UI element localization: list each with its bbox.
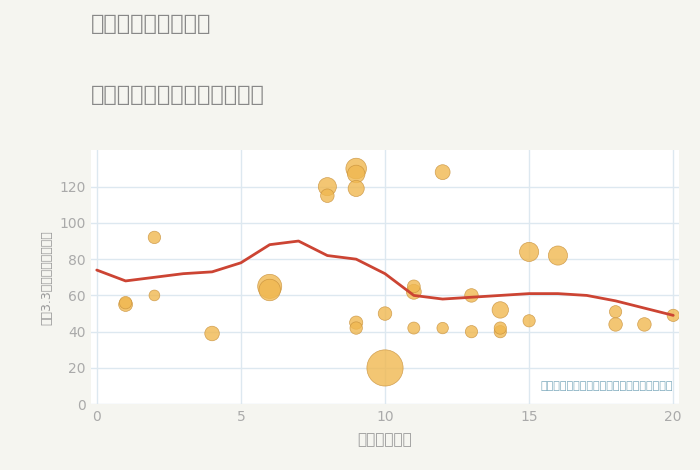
Point (322, 192, 333, 199)
Point (639, 321, 650, 328)
Point (466, 328, 477, 336)
Point (120, 299, 131, 306)
Point (149, 292, 160, 299)
Point (322, 183, 333, 190)
Point (379, 310, 391, 317)
Point (495, 324, 506, 332)
Point (264, 286, 275, 294)
Text: 愛知県稲沢市緑町の: 愛知県稲沢市緑町の (91, 14, 211, 34)
Point (495, 328, 506, 336)
Point (351, 319, 362, 326)
Point (524, 317, 535, 325)
Point (351, 185, 362, 192)
Text: 円の大きさは、取引のあった物件面積を示す: 円の大きさは、取引のあった物件面積を示す (540, 382, 673, 392)
Point (610, 308, 621, 315)
Point (466, 292, 477, 299)
Point (351, 165, 362, 172)
Point (552, 252, 564, 259)
Point (437, 324, 448, 332)
Point (206, 330, 218, 337)
Point (495, 306, 506, 313)
X-axis label: 駅距離（分）: 駅距離（分） (358, 432, 412, 447)
Point (437, 168, 448, 176)
Point (408, 288, 419, 296)
Point (524, 248, 535, 256)
Point (610, 321, 621, 328)
Point (264, 282, 275, 290)
Point (668, 312, 679, 319)
Point (120, 301, 131, 308)
Y-axis label: 坪（3.3㎡）単価（万円）: 坪（3.3㎡）単価（万円） (41, 230, 53, 325)
Point (408, 324, 419, 332)
Point (408, 282, 419, 290)
Point (351, 324, 362, 332)
Point (379, 364, 391, 372)
Point (351, 170, 362, 178)
Point (149, 234, 160, 241)
Text: 駅距離別中古マンション価格: 駅距離別中古マンション価格 (91, 85, 265, 105)
